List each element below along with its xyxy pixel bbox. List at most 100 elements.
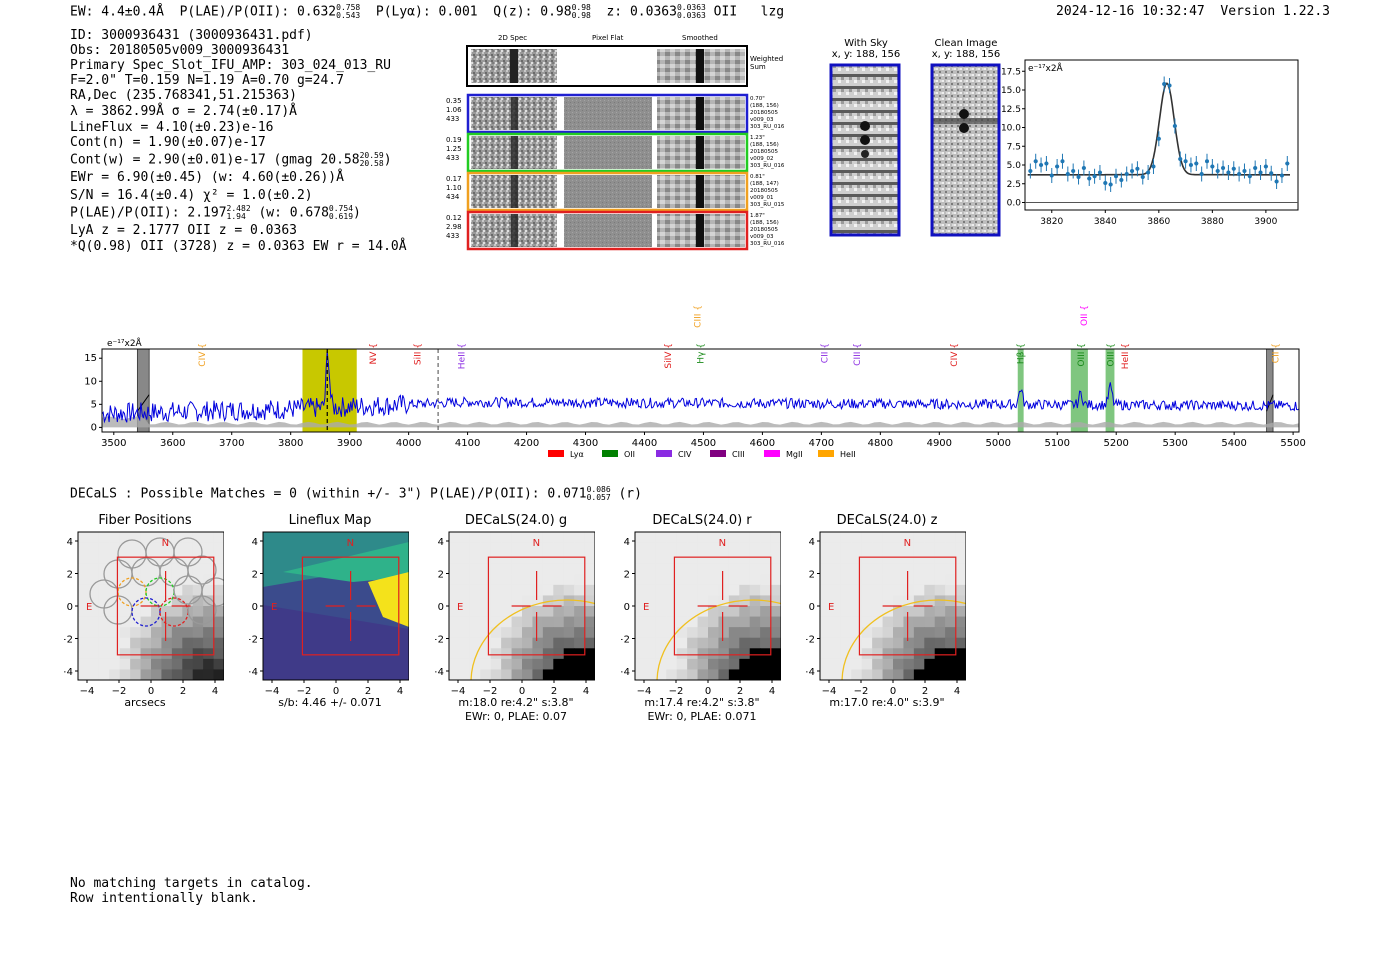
image-pixel [872,627,884,639]
image-pixel [708,627,719,639]
decals-hi: 0.086 [586,485,611,494]
image-pixel [830,574,842,586]
image-pixel [872,574,884,586]
zoom-data-point [1188,157,1193,173]
zoom-ytick-label: 7.5 [1007,142,1021,152]
info-plae-w: (w: 0.678 [258,205,329,221]
image-pixel [635,637,646,649]
image-pixel [119,542,131,554]
spectrum-line-label: CIV { [950,343,960,367]
image-pixel [666,627,678,639]
fiber-circle [187,555,217,585]
image-pixel [161,658,173,670]
image-pixel [945,574,957,586]
image-pixel [459,606,471,618]
image-pixel [760,574,772,586]
image-pixel [584,595,595,607]
mini-xtick-label: −4 [637,686,652,697]
spectrum-xtick-label: 4900 [927,438,952,449]
image-pixel [708,616,719,628]
decals-lo: 0.057 [586,493,611,502]
image-pixel [192,627,204,639]
image-pixel [469,616,481,628]
image-pixel [532,553,544,565]
image-pixel [563,648,575,660]
cutout-pixelflat [564,97,652,130]
zoom-data-point [1033,153,1038,169]
image-pixel [893,648,904,660]
image-pixel [574,584,586,596]
image-pixel [635,595,646,607]
image-pixel [553,648,565,660]
image-pixel [749,553,761,565]
cutout-header-2dspec: 2D Spec [498,34,528,42]
footer-line1: No matching targets in catalog. [70,876,313,891]
image-pixel [584,584,595,596]
image-pixel [739,669,751,680]
image-pixel [553,627,565,639]
zoom-xtick-label: 3900 [1254,217,1277,227]
image-pixel [903,553,915,565]
image-pixel [655,532,667,544]
image-pixel [728,637,740,649]
image-pixel [645,616,657,628]
image-pixel [851,627,863,639]
image-pixel [130,563,142,575]
info-primary: Primary Spec_Slot_IFU_AMP: 303_024_013_R… [70,58,391,73]
image-pixel [522,606,533,618]
image-pixel [480,658,492,670]
image-pixel [584,637,595,649]
image-pixel [924,669,936,680]
image-pixel [203,542,215,554]
image-pixel [666,563,678,575]
spectrum-line-label: HeII { [458,343,468,369]
spectrum-line-label: CII { [1271,343,1281,363]
image-pixel [697,658,709,670]
image-pixel [635,648,646,660]
spectrum-ylabel: e⁻¹⁷x2Å [107,337,143,349]
image-pixel [655,595,667,607]
image-pixel [851,658,863,670]
image-pixel [739,637,751,649]
spectrum-ytick-label: 0 [91,422,97,433]
image-pixel [119,627,131,639]
cutout-grid: 0.35 1.06 433 0.70" (188, 156) 20180505 v009_0… [446,45,785,251]
image-pixel [574,658,586,670]
cutout-right-label: 1.87" (188, 156) 20180505 v009_03 303_RU_016 [750,213,785,247]
mini-ytick-label: −4 [249,667,258,678]
cutout-row: 0.19 1.25 433 1.23" (188, 156) 20180505 v009_0… [446,132,785,173]
spectrum-xtick-label: 4000 [396,438,421,449]
image-pixel [718,658,730,670]
info-plae-lo: 1.94 [226,212,246,221]
with-sky-xy: x, y: 188, 156 [831,49,901,60]
image-pixel [893,669,904,680]
image-pixel [213,616,224,628]
image-pixel [840,616,852,628]
mini-xtick-label: 0 [333,686,339,697]
aperture-ellipse [841,599,966,680]
image-pixel [192,606,204,618]
info-ewr: EWr = 6.90(±0.45) (w: 4.60(±0.26))Å [70,170,344,185]
image-pixel [192,563,204,575]
image-pixel [490,658,502,670]
image-pixel [770,616,781,628]
mini-panel-caption-2: EWr: 0, PLAE: 0.07 [464,710,568,723]
image-pixel [140,669,152,680]
cutout-smoothed-source [696,214,704,247]
image-pixel [893,542,904,554]
image-pixel [697,627,709,639]
image-pixel [913,574,925,586]
image-pixel [182,584,194,596]
image-pixel [924,595,936,607]
spectrum-masked-hatch [136,394,150,412]
image-pixel [78,627,89,639]
image-pixel [645,574,657,586]
image-pixel [563,584,575,596]
image-pixel [542,648,554,660]
image-pixel [109,542,121,554]
image-pixel [728,574,740,586]
image-pixel [934,574,946,586]
image-pixel [655,616,667,628]
image-pixel [893,584,904,596]
image-pixel [770,574,781,586]
